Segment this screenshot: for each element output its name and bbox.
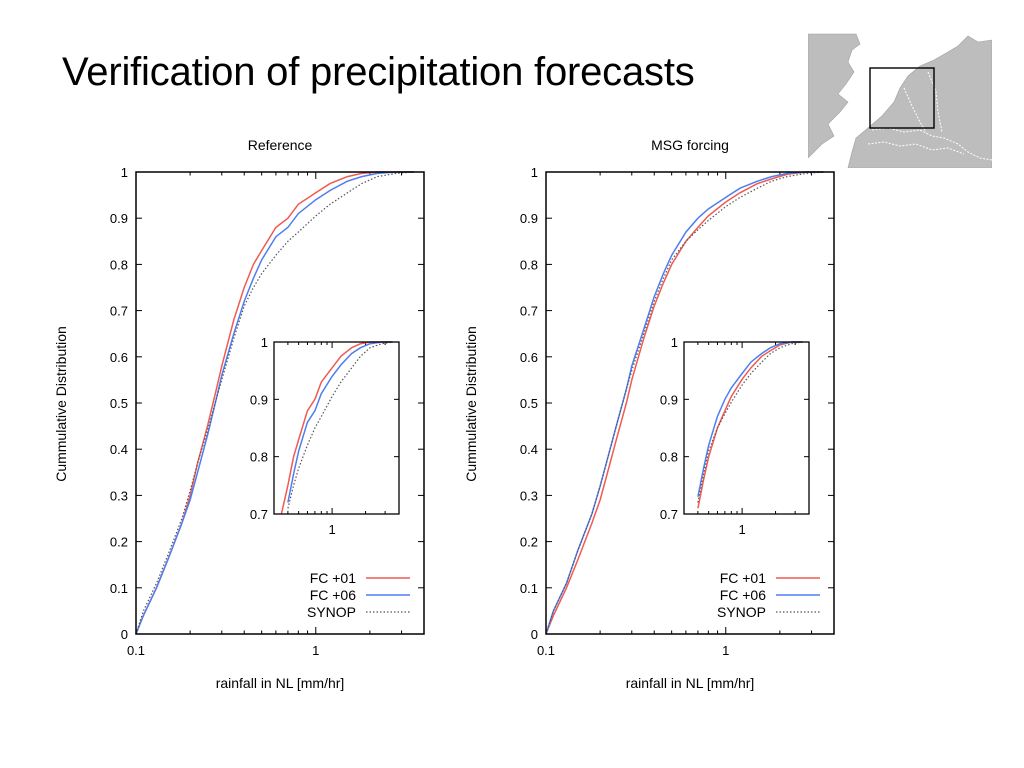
map-domain-box — [869, 67, 935, 129]
y-tick-label: 0.5 — [520, 396, 538, 411]
chart-msg-forcing: MSG forcing Cummulative Distribution rai… — [463, 137, 835, 691]
y-tick-label: 0.9 — [520, 211, 538, 226]
plot-frame — [545, 171, 835, 635]
y-tick-label: 0.8 — [520, 257, 538, 272]
inset-y-tick-label: 1 — [261, 335, 268, 350]
inset-series-line — [287, 341, 393, 509]
map-land-uk — [808, 33, 861, 159]
inset-y-tick-label: 0.8 — [250, 450, 268, 465]
legend-label: FC +06 — [310, 587, 357, 603]
map-netherlands-domain-icon — [808, 32, 992, 168]
y-tick-label: 0.5 — [110, 396, 128, 411]
y-tick-label: 0 — [121, 627, 128, 642]
inset-series-line — [287, 341, 393, 503]
inset-series-line — [697, 341, 803, 509]
inset-y-tick-label: 1 — [671, 335, 678, 350]
y-axis-label: Cummulative Distribution — [53, 326, 69, 482]
legend-label: FC +01 — [310, 570, 357, 586]
inset-background — [684, 342, 809, 514]
series-line — [545, 171, 824, 635]
series-line — [545, 171, 824, 635]
y-tick-label: 0.4 — [520, 442, 538, 457]
y-axis-label: Cummulative Distribution — [463, 326, 479, 482]
y-tick-label: 1 — [531, 165, 538, 180]
x-tick-label: 0.1 — [537, 643, 555, 658]
legend-label: SYNOP — [717, 604, 766, 620]
y-tick-label: 0 — [531, 627, 538, 642]
inset-series-line — [697, 341, 803, 503]
y-tick-label: 0.4 — [110, 442, 128, 457]
series-line — [135, 171, 414, 635]
inset-y-tick-label: 0.9 — [660, 392, 678, 407]
y-tick-label: 0.6 — [520, 350, 538, 365]
y-tick-label: 0.8 — [110, 257, 128, 272]
inset-x-tick-label: 1 — [738, 522, 745, 537]
y-tick-label: 0.7 — [110, 304, 128, 319]
x-tick-label: 1 — [312, 643, 319, 658]
x-tick-label: 1 — [722, 643, 729, 658]
x-axis-label: rainfall in NL [mm/hr] — [216, 675, 345, 691]
inset-y-tick-label: 0.8 — [660, 450, 678, 465]
y-tick-label: 0.3 — [520, 488, 538, 503]
map-borders — [867, 71, 992, 161]
slide-title: Verification of precipitation forecasts — [62, 50, 695, 94]
y-tick-label: 0.2 — [520, 535, 538, 550]
plot-area: 00.10.20.30.40.50.60.70.80.910.1 10.70.80… — [520, 165, 835, 658]
y-tick-label: 0.6 — [110, 350, 128, 365]
series-line — [135, 171, 414, 635]
inset-x-tick-label: 1 — [328, 522, 335, 537]
inset-background — [274, 342, 399, 514]
chart-reference: Reference Cummulative Distribution rainf… — [53, 137, 425, 691]
legend-label: SYNOP — [307, 604, 356, 620]
inset-frame — [683, 341, 810, 515]
legend-label: FC +06 — [720, 587, 767, 603]
y-tick-label: 1 — [121, 165, 128, 180]
inset-y-tick-label: 0.7 — [250, 507, 268, 522]
inset-y-tick-label: 0.9 — [250, 392, 268, 407]
x-tick-label: 0.1 — [127, 643, 145, 658]
y-tick-label: 0.9 — [110, 211, 128, 226]
legend-label: FC +01 — [720, 570, 767, 586]
y-tick-label: 0.1 — [110, 581, 128, 596]
y-tick-label: 0.1 — [520, 581, 538, 596]
y-tick-label: 0.7 — [520, 304, 538, 319]
map-land-continent — [847, 35, 992, 168]
chart-title: Reference — [248, 137, 313, 153]
inset-series-line — [697, 341, 803, 497]
plot-area: 00.10.20.30.40.50.60.70.80.910.1 10.70.80… — [110, 165, 425, 658]
plot-frame — [135, 171, 425, 635]
x-axis-label: rainfall in NL [mm/hr] — [626, 675, 755, 691]
y-tick-label: 0.3 — [110, 488, 128, 503]
inset-frame — [273, 341, 400, 515]
y-tick-label: 0.2 — [110, 535, 128, 550]
chart-title: MSG forcing — [651, 137, 729, 153]
inset-y-tick-label: 0.7 — [660, 507, 678, 522]
